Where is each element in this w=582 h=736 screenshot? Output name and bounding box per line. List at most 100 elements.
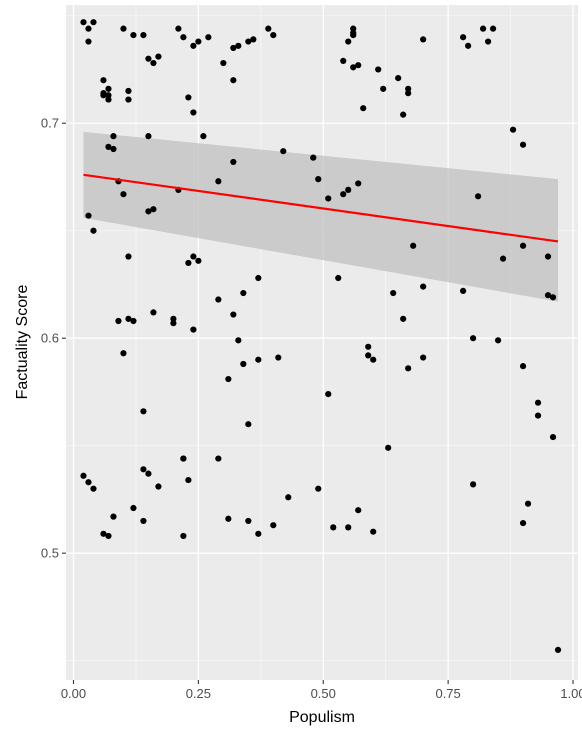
data-point [370,356,377,363]
data-point [270,31,277,39]
major-gridlines [66,5,578,680]
data-point [140,408,147,415]
data-point [484,38,492,45]
data-point [100,92,107,99]
data-point [175,25,182,32]
data-point [400,111,407,118]
data-point [130,31,137,39]
data-point [265,25,272,32]
data-point [180,34,187,41]
data-point [350,31,357,39]
data-points [80,19,562,654]
data-point [350,25,357,32]
data-point [365,343,372,350]
data-point [395,74,402,82]
data-point [465,42,472,49]
data-point [140,517,147,525]
y-tick-label: 0.7 [41,116,59,131]
data-point [410,242,417,249]
data-point [80,472,87,479]
data-point [235,42,242,49]
data-point [420,354,427,361]
data-point [190,109,197,116]
data-point [479,25,487,32]
data-point [105,143,112,150]
data-point [230,311,237,318]
data-point [200,133,207,140]
x-tick-label: 0.25 [186,686,211,701]
data-point [185,476,192,484]
data-point [345,524,352,531]
data-point [519,363,527,370]
data-point [205,34,212,41]
data-point [105,92,112,99]
data-point [350,64,357,71]
data-point [185,259,192,267]
data-point [519,141,527,148]
data-point [390,289,397,297]
data-point [365,352,372,359]
data-point [125,253,132,260]
data-point [215,178,222,185]
data-point [120,191,127,198]
data-point [534,399,542,406]
data-point [110,513,117,520]
data-point [420,36,427,43]
data-point [180,532,187,540]
data-point [370,528,377,535]
data-point [245,421,252,428]
data-point [355,62,362,69]
data-point [240,360,247,368]
data-point [340,191,347,198]
data-point [220,59,227,67]
data-point [235,337,242,344]
data-point [315,485,322,492]
data-point [345,38,352,45]
data-point [255,356,262,363]
data-point [330,524,337,531]
data-point [315,176,322,183]
data-point [145,470,152,477]
data-point [230,44,237,52]
data-point [400,315,407,322]
y-tick-label: 0.6 [41,331,59,346]
data-point [385,444,392,451]
data-point [195,38,202,45]
data-point [355,507,362,514]
data-point [270,522,277,529]
data-point [185,94,192,101]
data-point [130,504,137,512]
data-point [170,315,177,322]
x-tick-label: 0.00 [61,686,86,701]
data-point [230,77,237,84]
data-point [180,455,187,462]
data-point [519,519,527,527]
data-point [115,317,122,325]
data-point [150,309,157,316]
data-point [275,354,282,361]
x-axis-ticks: 0.00 0.25 0.50 0.75 1.00 [61,680,582,701]
data-point [110,133,117,140]
data-point [215,296,222,303]
data-point [499,255,507,262]
data-point [125,96,132,103]
y-axis-ticks: 0.5 0.6 0.7 [41,116,66,561]
data-point [509,126,517,133]
data-point [120,25,127,32]
data-point [470,335,477,342]
minor-gridlines [66,5,578,680]
data-point [544,253,552,260]
data-point [155,483,162,490]
data-point [140,466,147,473]
data-point [460,34,467,41]
data-point [125,315,132,322]
data-point [355,180,362,187]
data-point [285,494,292,501]
data-point [544,292,552,299]
data-point [375,66,382,73]
x-axis-title: Populism [289,709,355,726]
data-point [494,337,502,344]
data-point [190,253,197,260]
y-axis-title: Factuality Score [14,285,31,400]
data-point [100,77,107,84]
